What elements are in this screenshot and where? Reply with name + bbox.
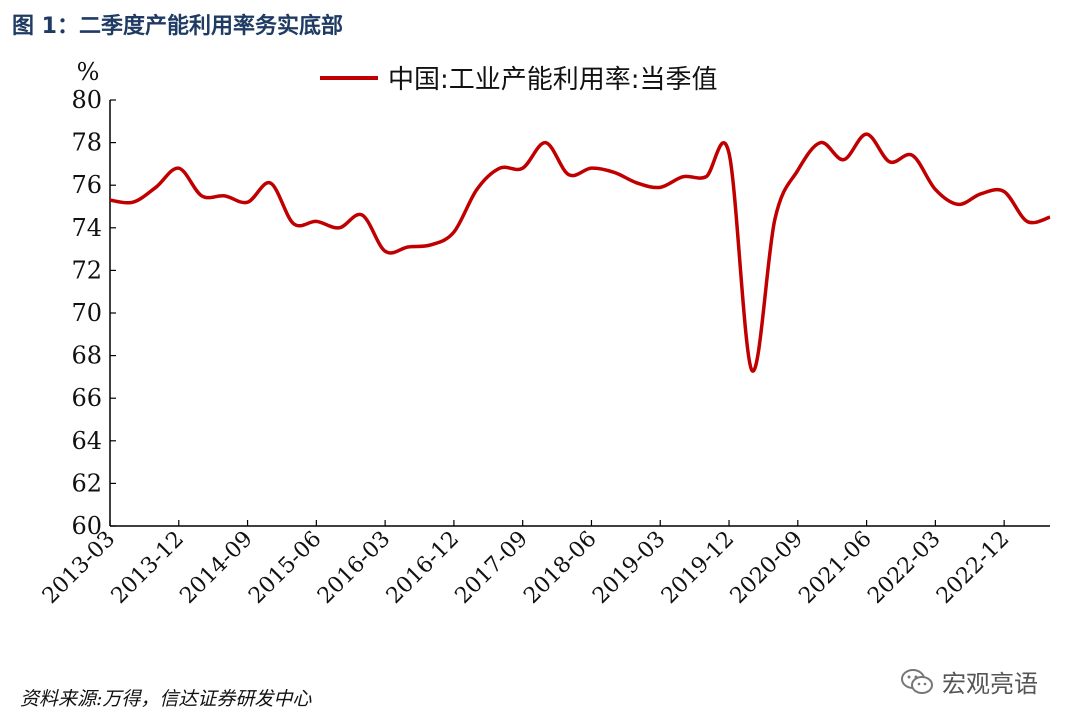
x-tick-label: 2020-09 [726, 527, 808, 609]
x-tick-label: 2017-09 [451, 527, 533, 609]
wechat-icon [901, 668, 933, 694]
y-axis-unit: % [77, 58, 100, 86]
y-tick-label: 70 [71, 299, 102, 327]
x-tick-label: 2014-09 [175, 527, 257, 609]
x-tick-label: 2013-12 [107, 527, 189, 609]
y-tick-label: 72 [71, 256, 102, 284]
x-tick-label: 2015-06 [244, 527, 326, 609]
figure-title: 图 1：二季度产能利用率务实底部 [12, 14, 343, 39]
y-tick-label: 78 [71, 129, 102, 157]
y-tick-label: 80 [71, 86, 102, 114]
x-tick-label: 2019-12 [657, 527, 739, 609]
y-tick-label: 62 [71, 469, 102, 497]
legend-label: 中国:工业产能利用率:当季值 [388, 65, 718, 95]
series-line [109, 132, 1051, 373]
chart-axes [109, 100, 1050, 527]
watermark-text: 宏观亮语 [942, 670, 1038, 698]
x-tick-label: 2022-03 [863, 527, 945, 609]
x-tick-label: 2021-06 [795, 527, 877, 609]
chart-legend: 中国:工业产能利用率:当季值 [320, 65, 718, 95]
y-tick-label: 76 [71, 171, 102, 199]
x-tick-label: 2016-03 [313, 527, 395, 609]
x-tick-label: 2019-03 [588, 527, 670, 609]
y-tick-label: 60 [71, 512, 102, 540]
x-tick-label: 2016-12 [382, 527, 464, 609]
y-tick-label: 66 [71, 384, 102, 412]
x-axis-ticks: 2013-032013-122014-092015-062016-032016-… [38, 520, 1014, 609]
y-tick-label: 64 [71, 427, 102, 455]
y-tick-label: 74 [71, 214, 102, 242]
chart-series [109, 132, 1051, 373]
watermark: 宏观亮语 [900, 664, 1038, 699]
y-tick-label: 68 [71, 342, 102, 370]
source-note: 资料来源:万得，信达证券研发中心 [20, 688, 312, 710]
x-tick-label: 2022-12 [932, 527, 1014, 609]
y-axis-ticks: 60 62 64 66 68 70 72 74 76 78 80 [71, 86, 116, 540]
x-tick-label: 2018-06 [519, 527, 601, 609]
